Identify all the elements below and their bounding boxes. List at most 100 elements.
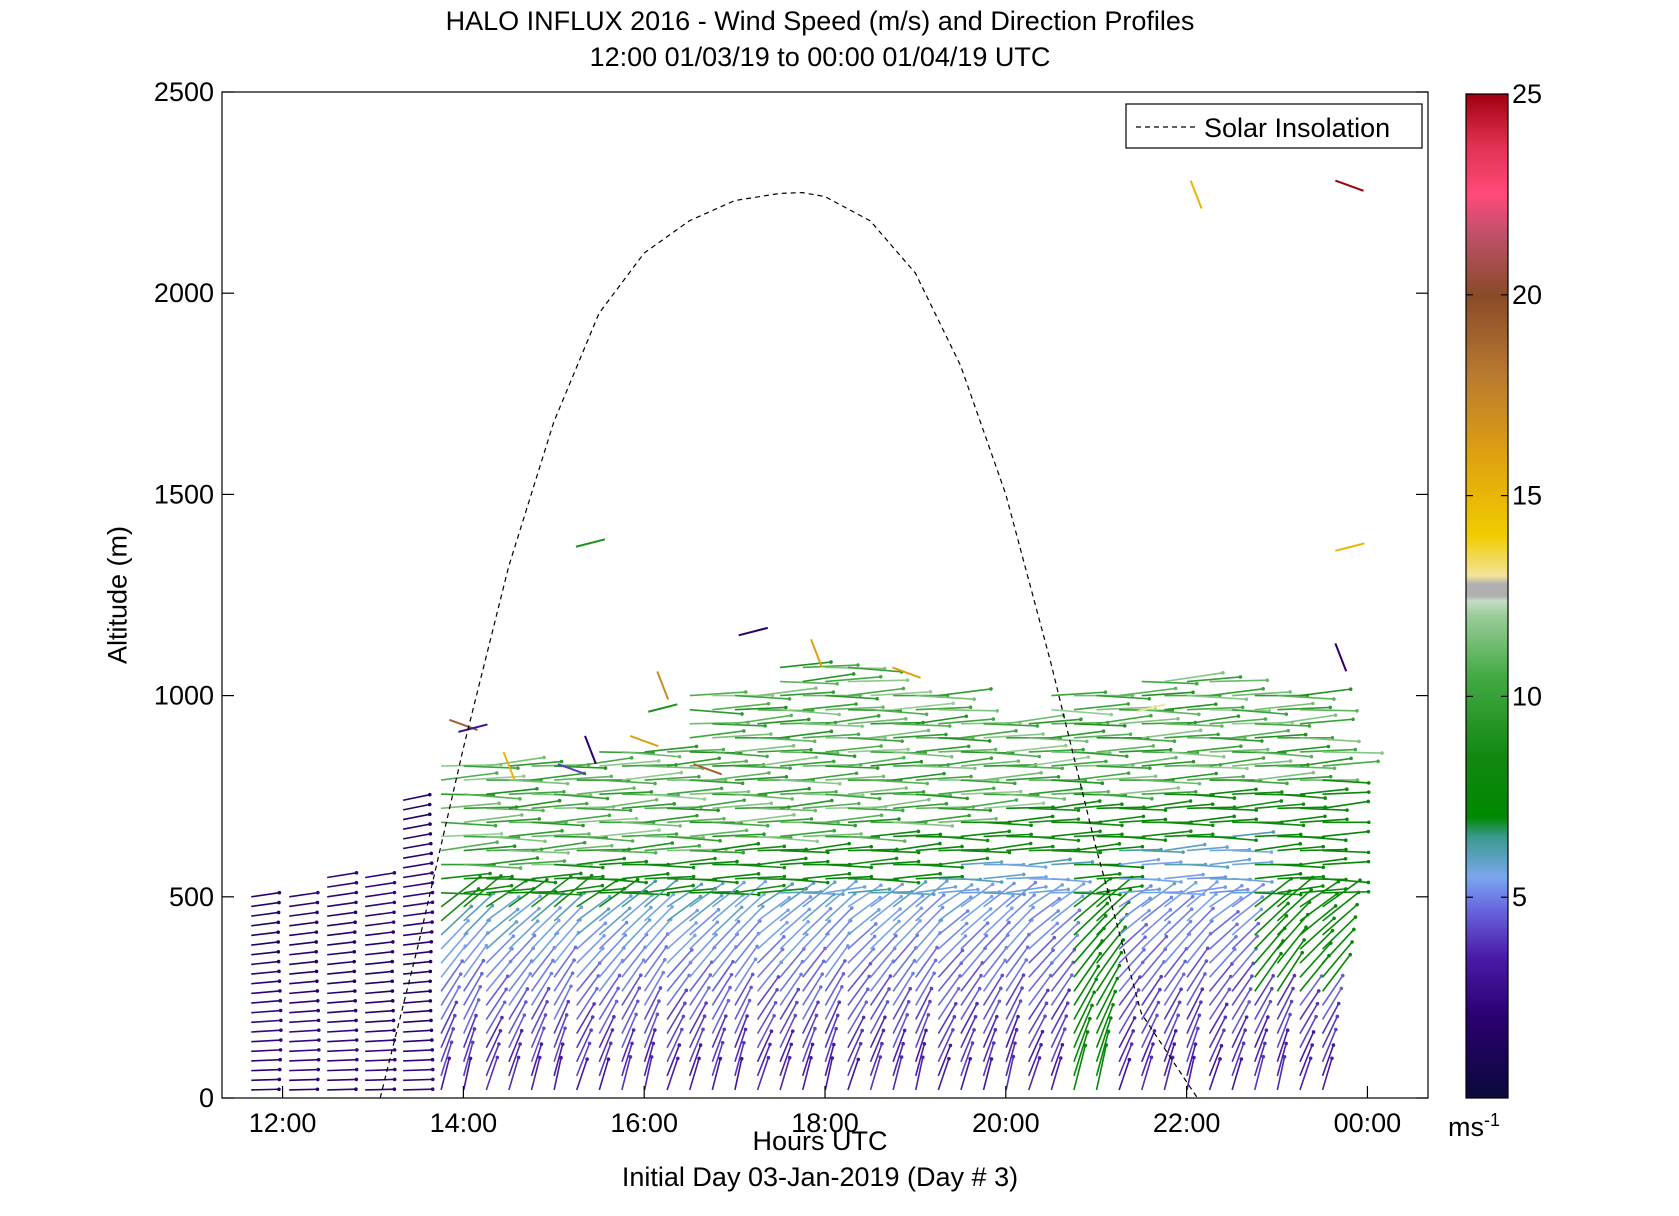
wind-vector [403,852,432,859]
wind-vector-head [1197,1013,1202,1018]
wind-vector [1028,888,1069,894]
wind-vector [982,974,1003,1006]
wind-vector-head [1104,759,1108,764]
wind-vector-head [901,686,906,691]
wind-vector [1073,873,1120,880]
wind-vector-head [1199,1000,1203,1004]
wind-vector [1322,760,1379,767]
wind-vector [1186,886,1226,894]
wind-vector-head [989,756,994,760]
x-tick-label: 20:00 [972,1108,1040,1138]
wind-vector [621,751,680,758]
wind-vector [1119,848,1162,852]
wind-vector-head [1286,901,1290,906]
wind-vector [575,1029,592,1063]
wind-vector-head [697,1056,701,1061]
wind-vector [983,842,1031,852]
wind-vector-head [790,882,795,886]
wind-vector [1186,947,1209,978]
wind-vector-head [691,883,695,888]
wind-vector [1208,1058,1221,1091]
wind-vector [1005,906,1034,936]
wind-vector [1141,800,1191,810]
wind-vector [554,863,603,869]
wind-vector [893,702,954,711]
wind-vector-head [1366,781,1371,785]
wind-vector-head [428,999,433,1003]
wind-vector [960,790,1021,795]
wind-vector-head [693,933,697,938]
wind-vector-head [1029,823,1033,828]
wind-vector-head [695,813,699,818]
wind-vector [1118,1030,1134,1063]
wind-vector [689,779,743,785]
wind-vector-head [908,986,913,991]
wind-vector [757,687,816,697]
wind-vector [983,771,1042,781]
wind-vector [983,882,1015,908]
wind-vector [1096,875,1143,880]
wind-vector [870,908,901,936]
wind-vector [1163,1001,1181,1034]
wind-vector [644,793,705,800]
wind-vector [824,973,845,1006]
wind-vector-head [1210,832,1215,837]
wind-vector-head [430,1038,434,1042]
wind-vector-head [1122,724,1127,728]
wind-vector [1253,1056,1265,1091]
colorbar-tick-label: 20 [1512,280,1542,310]
wind-vector-head [815,839,820,844]
wind-vector-head [831,690,836,694]
wind-vector [802,893,835,922]
wind-vector-head [683,1001,687,1006]
wind-vector-head [1223,1015,1228,1020]
wind-vector [756,1044,771,1077]
wind-vector-head [542,755,546,760]
wind-vector-head [1332,697,1336,701]
wind-vector-sparse [1136,703,1166,713]
wind-vector [1232,849,1272,853]
wind-vector [251,990,280,995]
wind-vector-head [430,910,435,915]
wind-vector-head [921,1055,925,1060]
wind-vector [802,772,857,781]
wind-vector-head [869,844,874,849]
wind-vector [1051,779,1103,785]
wind-vector [1050,1015,1067,1049]
wind-vector [1209,807,1257,811]
wind-vector-head [1088,880,1092,884]
wind-vector [1321,928,1355,964]
wind-vector-head [1366,889,1371,894]
wind-vector [1073,733,1131,739]
wind-vector [825,886,865,894]
wind-vector-head [1014,1028,1019,1032]
wind-vector [734,714,792,725]
wind-vector-head [628,808,633,813]
wind-vector-head [1103,690,1108,694]
wind-vector-head [1109,712,1114,717]
wind-vector [327,1000,356,1004]
wind-vector-head [847,841,851,846]
wind-vector [734,884,785,894]
wind-vector-head [933,958,938,963]
wind-vector [1299,1016,1317,1049]
wind-vector [1095,1004,1114,1048]
wind-vector-head [1261,1054,1266,1059]
wind-vector [289,931,317,937]
wind-vector-head [814,755,819,760]
wind-vector-head [631,1028,636,1032]
wind-vector-head [541,808,545,813]
wind-vector [1006,744,1066,753]
wind-vector-head [677,754,682,759]
wind-vector-head [1070,973,1074,977]
wind-vector [1254,821,1304,827]
wind-vector [598,1043,612,1077]
wind-vector [1118,1059,1131,1091]
wind-vector-head [847,871,852,876]
wind-vector [937,1016,956,1049]
wind-vector [440,960,463,992]
wind-vector [508,1057,520,1091]
wind-vector-head [720,1040,725,1045]
wind-vector-head [947,724,952,728]
wind-vector [1277,694,1334,700]
